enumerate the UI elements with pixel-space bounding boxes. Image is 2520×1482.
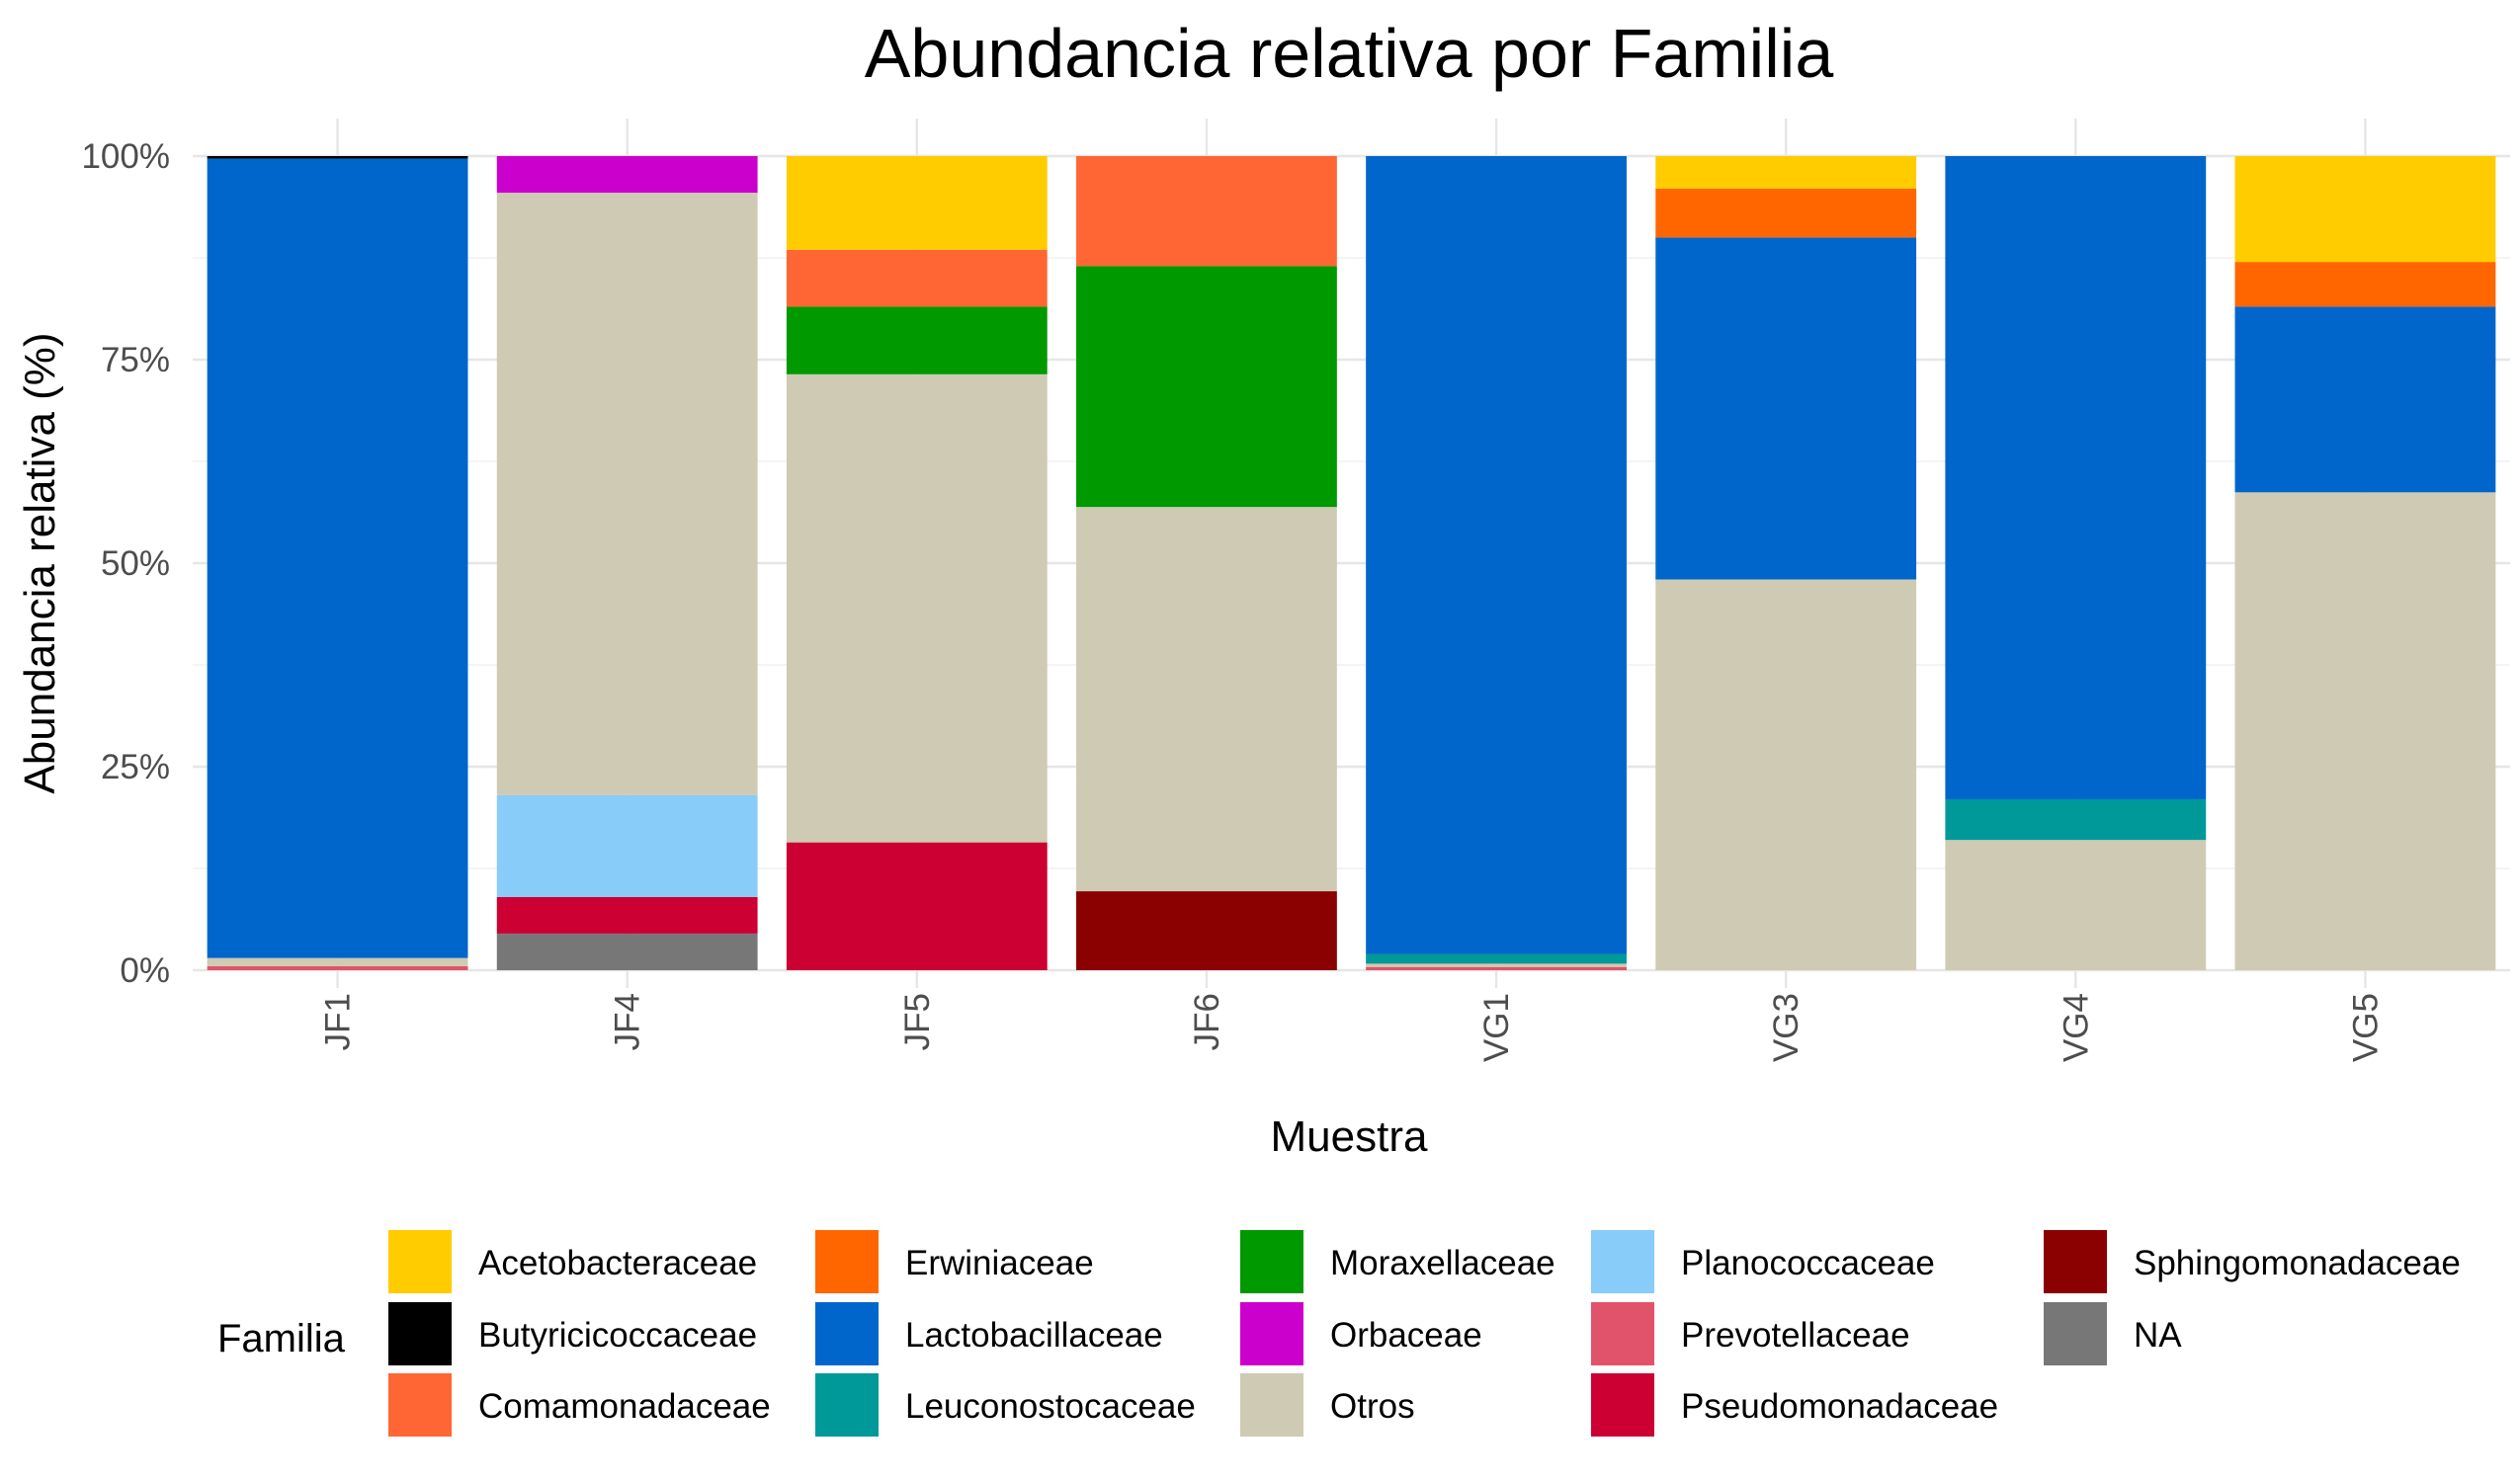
bar-segment	[207, 156, 468, 159]
y-axis-ticks: 0% 25% 50% 75% 100%	[81, 137, 170, 990]
y-tick-label: 50%	[101, 544, 170, 583]
y-tick-label: 75%	[101, 341, 170, 379]
legend-label: Sphingomonadaceae	[2134, 1244, 2461, 1282]
bar-segment	[786, 842, 1048, 970]
legend-label: Leuconostocaceae	[905, 1387, 1196, 1426]
legend-swatch	[1591, 1230, 1654, 1293]
chart-title: Abundancia relativa por Familia	[865, 15, 1834, 92]
bar-segment	[1655, 237, 1917, 580]
bar-segment	[786, 373, 1048, 843]
bars	[207, 156, 2496, 970]
bar-segment	[2234, 492, 2496, 970]
bar-segment	[1366, 966, 1627, 970]
x-axis-title: Muestra	[1271, 1112, 1428, 1161]
legend-label: Pseudomonadaceae	[1681, 1387, 1998, 1426]
x-tick-label: VG5	[2346, 993, 2385, 1062]
legend-label: Erwiniaceae	[905, 1244, 1094, 1282]
legend-label: Planococcaceae	[1681, 1244, 1935, 1282]
legend-label: Comamonadaceae	[478, 1387, 771, 1426]
bar-segment	[786, 156, 1048, 250]
legend-label: Orbaceae	[1330, 1316, 1482, 1355]
x-axis-ticks: JF1 JF4 JF5 JF6 VG1 VG3 VG4 VG5	[319, 993, 2386, 1062]
legend-title: Familia	[217, 1317, 346, 1360]
bar-segment	[1366, 963, 1627, 967]
bar-segment	[1076, 891, 1337, 970]
legend-swatch	[815, 1302, 879, 1365]
x-tick-label: JF5	[898, 993, 937, 1050]
bar-segment	[496, 896, 758, 934]
bar-segment	[1655, 156, 1917, 189]
bar-segment	[1655, 579, 1917, 970]
legend-label: Lactobacillaceae	[905, 1316, 1163, 1355]
legend-swatch	[2044, 1302, 2107, 1365]
legend-swatch	[388, 1230, 452, 1293]
bar-segment	[1076, 266, 1337, 508]
legend: Acetobacteraceae Butyricicoccaceae Comamon…	[388, 1230, 2461, 1437]
y-tick-label: 0%	[120, 951, 170, 990]
x-tick-label: VG4	[2057, 993, 2095, 1062]
bar-segment	[2234, 262, 2496, 307]
legend-label: Otros	[1330, 1387, 1415, 1426]
x-tick-label: JF4	[609, 993, 647, 1050]
bar-segment	[1076, 156, 1337, 267]
legend-label: Moraxellaceae	[1330, 1244, 1555, 1282]
bar-segment	[207, 965, 468, 970]
bar-segment	[496, 156, 758, 194]
x-tick-label: JF6	[1188, 993, 1226, 1050]
bar-segment	[496, 794, 758, 897]
bar-segment	[1945, 840, 2207, 970]
x-tick-label: VG3	[1767, 993, 1806, 1062]
legend-swatch	[2044, 1230, 2107, 1293]
bar-segment	[1366, 953, 1627, 964]
y-tick-label: 100%	[81, 137, 170, 176]
bar-segment	[496, 933, 758, 970]
legend-label: Prevotellaceae	[1681, 1316, 1910, 1355]
legend-swatch	[1591, 1302, 1654, 1365]
y-tick-label: 25%	[101, 748, 170, 786]
legend-label: Butyricicoccaceae	[478, 1316, 757, 1355]
bar-segment	[786, 306, 1048, 374]
bar-segment	[786, 249, 1048, 307]
legend-swatch	[1240, 1302, 1303, 1365]
legend-swatch	[815, 1373, 879, 1437]
bar-segment	[496, 193, 758, 795]
legend-swatch	[1591, 1373, 1654, 1437]
x-tick-label: JF1	[319, 993, 358, 1050]
bar-segment	[1945, 156, 2207, 799]
bar-segment	[1076, 507, 1337, 892]
bar-segment	[2234, 306, 2496, 493]
legend-swatch	[388, 1302, 452, 1365]
bar-segment	[2234, 156, 2496, 263]
bar-segment	[207, 957, 468, 966]
bar-segment	[1366, 156, 1627, 954]
legend-swatch	[1240, 1230, 1303, 1293]
y-axis-title: Abundancia relativa (%)	[16, 332, 64, 793]
legend-label: Acetobacteraceae	[478, 1244, 757, 1282]
bar-segment	[1655, 188, 1917, 238]
x-tick-label: VG1	[1477, 993, 1516, 1062]
legend-swatch	[1240, 1373, 1303, 1437]
bar-segment	[1945, 798, 2207, 841]
legend-swatch	[388, 1373, 452, 1437]
legend-swatch	[815, 1230, 879, 1293]
legend-label: NA	[2134, 1316, 2182, 1355]
bar-segment	[207, 158, 468, 958]
